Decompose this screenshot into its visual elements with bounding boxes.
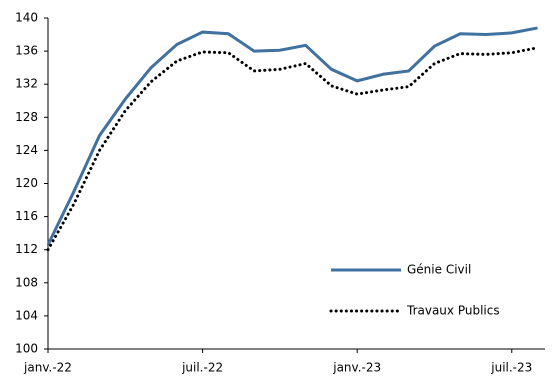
x-tick-label: juil.-23 <box>490 361 532 375</box>
y-tick-label: 116 <box>15 209 38 223</box>
y-tick-label: 124 <box>15 143 38 157</box>
y-tick-label: 104 <box>15 308 38 322</box>
y-tick-label: 100 <box>15 342 38 356</box>
y-tick-label: 136 <box>15 44 38 58</box>
x-tick-label: janv.-23 <box>332 361 381 375</box>
legend-label: Génie Civil <box>407 263 471 277</box>
series-line <box>46 26 538 246</box>
series-line <box>46 46 540 252</box>
y-tick-label: 140 <box>15 11 38 25</box>
x-tick-label: juil.-22 <box>181 361 223 375</box>
y-tick-label: 120 <box>15 176 38 190</box>
x-tick-label: janv.-22 <box>23 361 72 375</box>
y-tick-label: 108 <box>15 275 38 289</box>
legend-label: Travaux Publics <box>406 304 500 318</box>
y-tick-label: 132 <box>15 77 38 91</box>
y-tick-label: 128 <box>15 110 38 124</box>
y-tick-label: 112 <box>15 242 38 256</box>
